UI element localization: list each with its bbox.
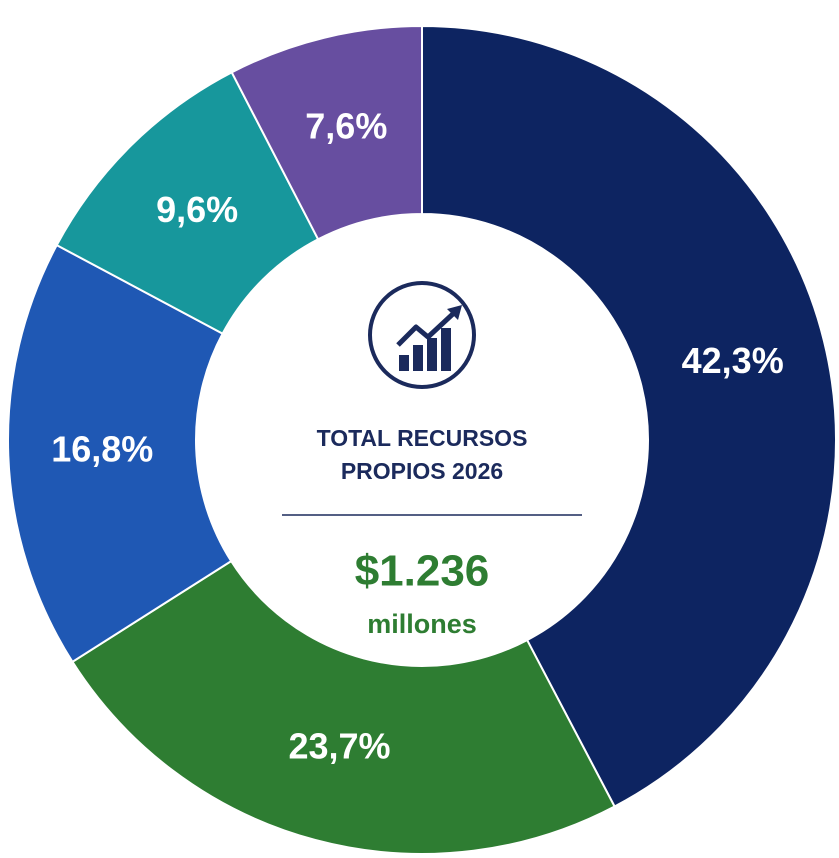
slice: [7, 243, 233, 664]
slice-label: 23,7%: [288, 726, 390, 767]
center: TOTAL RECURSOS PROPIOS 2026 $1.236 millo…: [282, 281, 582, 639]
center-value: $1.236: [355, 547, 490, 596]
slice-label: 7,6%: [305, 106, 387, 147]
center-unit: millones: [367, 609, 477, 639]
slices: [7, 24, 837, 855]
center-title: TOTAL RECURSOS: [317, 425, 528, 451]
slice-label: 9,6%: [156, 189, 238, 230]
slice: [421, 24, 837, 808]
slice: [230, 24, 423, 241]
labels: 42,3% 23,7% 16,8% 9,6% 7,6%: [51, 106, 784, 767]
slice: [71, 559, 616, 855]
center-title: PROPIOS 2026: [341, 458, 503, 484]
slice-label: 16,8%: [51, 429, 153, 470]
growth-icon: [368, 281, 476, 389]
slice-label: 42,3%: [682, 340, 784, 381]
